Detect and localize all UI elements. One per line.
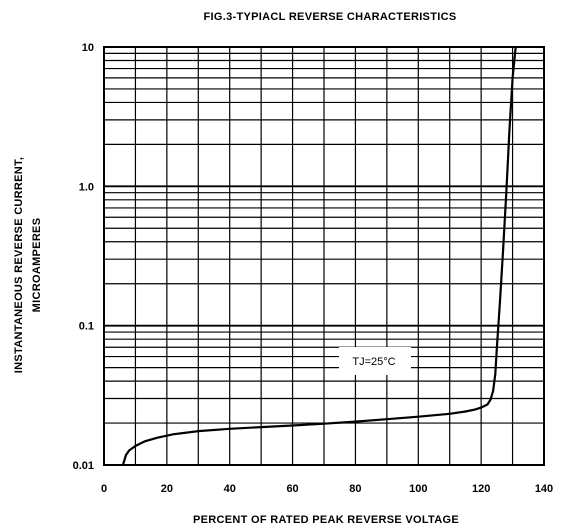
y-axis-label-line2: MICROAMPERES <box>31 218 43 313</box>
x-tick-label: 0 <box>101 483 107 495</box>
x-tick-label: 140 <box>535 483 553 495</box>
x-tick-label: 20 <box>161 483 173 495</box>
x-tick-label: 120 <box>472 483 490 495</box>
y-tick-labels: 0.01 0.1 1.0 10 <box>73 42 94 472</box>
plot-frame <box>103 46 545 466</box>
annotation-text: TJ=25°C <box>352 356 395 368</box>
annotation-box: TJ=25°C <box>339 347 411 375</box>
y-axis-label: INSTANTANEOUS REVERSE CURRENT, MICROAMPE… <box>13 157 43 373</box>
y-axis-label-line1: INSTANTANEOUS REVERSE CURRENT, <box>13 157 25 373</box>
y-tick-label: 1.0 <box>79 181 94 193</box>
x-tick-labels: 0 20 40 60 80 100 120 140 <box>101 483 553 495</box>
y-tick-label: 10 <box>82 42 94 54</box>
x-tick-label: 100 <box>409 483 427 495</box>
x-tick-label: 40 <box>224 483 236 495</box>
y-tick-label: 0.01 <box>73 460 94 472</box>
x-axis-label: PERCENT OF RATED PEAK REVERSE VOLTAGE <box>193 514 459 526</box>
chart-title: FIG.3-TYPIACL REVERSE CHARACTERISTICS <box>204 11 457 23</box>
series-line <box>121 46 517 466</box>
grid <box>103 46 545 466</box>
y-tick-label: 0.1 <box>79 321 94 333</box>
x-tick-label: 60 <box>286 483 298 495</box>
x-tick-label: 80 <box>349 483 361 495</box>
